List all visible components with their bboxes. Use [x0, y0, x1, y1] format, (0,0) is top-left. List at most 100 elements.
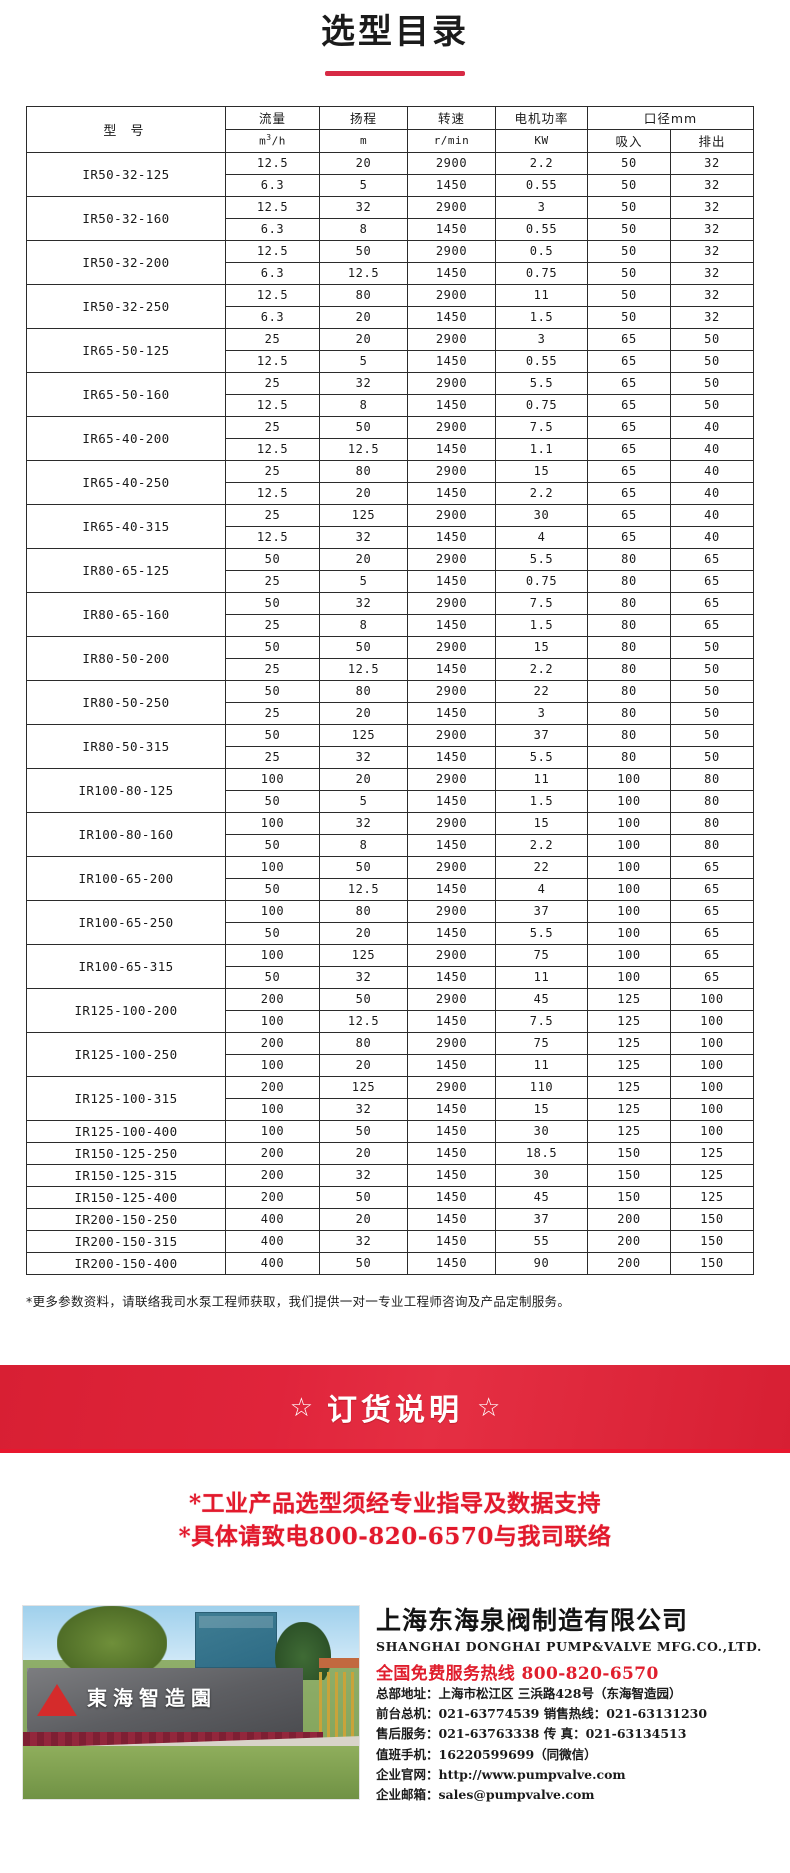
cell-head: 50: [319, 1119, 408, 1143]
cell-inlet: 100: [587, 855, 671, 879]
table-row: 50 8 1450 2.2 100 80: [27, 833, 755, 857]
cell-flow: 25: [225, 657, 320, 681]
cell-flow: 50: [225, 877, 320, 901]
table-row: 12.5 32 1450 4 65 40: [27, 525, 755, 549]
cell-flow: 200: [225, 1141, 320, 1165]
cell-power: 7.5: [495, 591, 588, 615]
table-row: IR50-32-200 12.5 50 2900 0.5 50 32: [26, 239, 755, 285]
cell-flow: 6.3: [225, 217, 320, 241]
cell-inlet: 80: [587, 591, 671, 615]
cell-outlet: 80: [669, 811, 755, 835]
cell-speed: 2900: [407, 195, 496, 219]
cell-outlet: 40: [669, 415, 755, 439]
cell-outlet: 80: [669, 833, 755, 857]
cell-model: IR80-50-200: [26, 635, 226, 681]
cell-head: 50: [319, 987, 408, 1011]
cell-flow: 100: [225, 1119, 320, 1143]
cell-model: IR200-150-315: [26, 1229, 226, 1253]
cell-power: 2.2: [495, 833, 588, 857]
cell-head: 125: [319, 943, 408, 967]
cell-head: 12.5: [319, 657, 408, 681]
cell-flow: 12.5: [225, 437, 320, 461]
cell-outlet: 50: [669, 723, 755, 747]
notice-line-2: *具体请致电800-820-6570与我司联络: [178, 1523, 612, 1551]
table-row: IR100-80-160 100 32 2900 15 100 80: [26, 811, 755, 857]
cell-speed: 1450: [407, 305, 496, 329]
table-row: 12.5 8 1450 0.75 65 50: [27, 393, 755, 417]
table-row: IR150-125-315 200 32 1450 30 150 125: [26, 1163, 755, 1187]
cell-outlet: 50: [669, 701, 755, 725]
cell-model: IR80-50-250: [26, 679, 226, 725]
cell-speed: 2900: [407, 635, 496, 659]
cell-power: 7.5: [495, 415, 588, 439]
cell-inlet: 65: [587, 415, 671, 439]
cell-head: 12.5: [319, 877, 408, 901]
cell-flow: 25: [225, 327, 320, 351]
cell-inlet: 80: [587, 723, 671, 747]
unit-flow: m3/h: [225, 128, 320, 153]
cell-inlet: 50: [587, 261, 671, 285]
cell-head: 20: [319, 327, 408, 351]
cell-speed: 2900: [407, 459, 496, 483]
cell-flow: 25: [225, 371, 320, 395]
cell-speed: 1450: [407, 1185, 496, 1209]
cell-power: 2.2: [495, 151, 588, 175]
cell-model: IR100-80-160: [26, 811, 226, 857]
cell-model: IR80-65-125: [26, 547, 226, 593]
cell-outlet: 125: [669, 1185, 755, 1209]
cell-flow: 12.5: [225, 349, 320, 373]
table-row: 25 8 1450 1.5 80 65: [27, 613, 755, 637]
cell-power: 5.5: [495, 745, 588, 769]
cell-outlet: 150: [669, 1207, 755, 1231]
cell-power: 5.5: [495, 371, 588, 395]
cell-head: 20: [319, 701, 408, 725]
cell-inlet: 50: [587, 283, 671, 307]
cell-inlet: 200: [587, 1251, 671, 1275]
star-left-icon: ☆: [289, 1392, 313, 1422]
cell-inlet: 50: [587, 239, 671, 263]
cell-head: 125: [319, 1075, 408, 1099]
cell-flow: 50: [225, 965, 320, 989]
cell-inlet: 125: [587, 1075, 671, 1099]
cell-model: IR80-50-315: [26, 723, 226, 769]
cell-head: 12.5: [319, 437, 408, 461]
table-row: 50 12.5 1450 4 100 65: [27, 877, 755, 901]
cell-inlet: 150: [587, 1141, 671, 1165]
cell-power: 0.5: [495, 239, 588, 263]
cell-flow: 200: [225, 1031, 320, 1055]
cell-outlet: 65: [669, 855, 755, 879]
cell-outlet: 65: [669, 591, 755, 615]
cell-speed: 1450: [407, 1141, 496, 1165]
cell-speed: 2900: [407, 1075, 496, 1099]
cell-flow: 50: [225, 679, 320, 703]
cell-head: 32: [319, 1163, 408, 1187]
table-row: IR100-80-125 100 20 2900 11 100 80: [26, 767, 755, 813]
cell-inlet: 80: [587, 569, 671, 593]
cell-inlet: 80: [587, 745, 671, 769]
cell-head: 32: [319, 1097, 408, 1121]
cell-model: IR150-125-400: [26, 1185, 226, 1209]
cell-power: 110: [495, 1075, 588, 1099]
cell-outlet: 32: [669, 283, 755, 307]
photo-stone-wall: [27, 1668, 303, 1732]
company-info: 上海东海泉阀制造有限公司 SHANGHAI DONGHAI PUMP&VALVE…: [360, 1605, 762, 1835]
cell-inlet: 80: [587, 635, 671, 659]
cell-inlet: 50: [587, 151, 671, 175]
cell-outlet: 100: [669, 987, 755, 1011]
banner-content: ☆ 订货说明 ☆: [290, 1385, 501, 1429]
cell-outlet: 65: [669, 569, 755, 593]
cell-power: 15: [495, 811, 588, 835]
cell-inlet: 125: [587, 1031, 671, 1055]
cell-flow: 12.5: [225, 393, 320, 417]
table-row: IR150-125-400 200 50 1450 45 150 125: [26, 1185, 755, 1209]
page-title: 选型目录: [321, 12, 469, 52]
notice-block: *工业产品选型须经专业指导及数据支持 *具体请致电800-820-6570与我司…: [0, 1487, 790, 1554]
cell-flow: 25: [225, 745, 320, 769]
cell-speed: 2900: [407, 591, 496, 615]
cell-power: 1.5: [495, 305, 588, 329]
table-row: IR50-32-125 12.5 20 2900 2.2 50 32: [26, 151, 755, 197]
cell-speed: 1450: [407, 1097, 496, 1121]
table-row: 12.5 5 1450 0.55 65 50: [27, 349, 755, 373]
cell-head: 32: [319, 591, 408, 615]
cell-head: 50: [319, 415, 408, 439]
